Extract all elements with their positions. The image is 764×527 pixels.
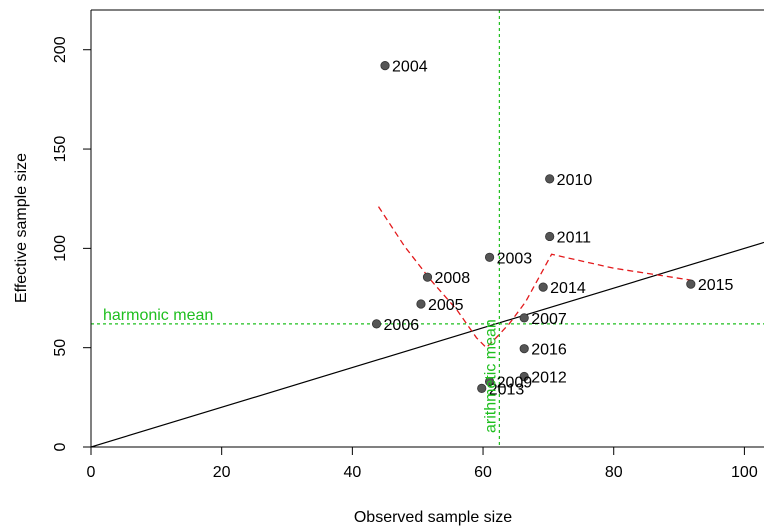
x-tick-label: 40: [343, 464, 361, 481]
data-point-2003: [484, 252, 495, 262]
data-point-2008: [422, 272, 433, 282]
x-tick-label: 80: [605, 464, 623, 481]
point-label-2009: 2009: [497, 374, 533, 391]
point-label-2012: 2012: [531, 369, 567, 386]
data-point-2012: [519, 371, 529, 382]
y-tick-label: 0: [52, 442, 69, 451]
point-label-2016: 2016: [531, 342, 567, 359]
point-label-2014: 2014: [550, 280, 586, 297]
point-label-2010: 2010: [557, 172, 593, 189]
point-label-2015: 2015: [698, 277, 734, 294]
data-point-2015: [686, 279, 696, 289]
data-point-2009: [484, 376, 495, 387]
data-point-2013: [477, 383, 487, 394]
data-point-2005: [416, 299, 426, 309]
point-labels: 2004 2010 2011 2003 2008 2014 2015 2005 2007 2006…: [103, 59, 734, 433]
harmonic-mean-label: harmonic mean: [103, 307, 213, 324]
x-axis-ticks: 0 20 40 60 80 100: [87, 447, 758, 481]
y-tick-label: 150: [52, 136, 69, 163]
data-point-2004: [380, 61, 390, 71]
x-tick-label: 60: [474, 464, 492, 481]
x-tick-label: 100: [731, 464, 758, 481]
y-tick-label: 50: [52, 339, 69, 357]
y-tick-label: 100: [52, 235, 69, 262]
y-tick-label: 200: [52, 36, 69, 63]
point-label-2004: 2004: [392, 59, 428, 76]
data-point-2007: [519, 313, 529, 323]
x-axis-label: Observed sample size: [354, 509, 512, 526]
data-point-2010: [545, 174, 555, 184]
data-point-2011: [545, 231, 555, 242]
point-label-2007: 2007: [531, 311, 567, 328]
point-label-2013: 2013: [489, 381, 525, 398]
y-axis-label: Effective sample size: [13, 153, 30, 303]
data-point-2016: [519, 344, 529, 354]
point-label-2011: 2011: [557, 229, 592, 246]
data-point-2014: [538, 282, 548, 292]
x-tick-label: 20: [213, 464, 231, 481]
y-axis-ticks: 0 50 100 150 200: [52, 36, 91, 451]
point-label-2006: 2006: [384, 317, 420, 334]
x-tick-label: 0: [87, 464, 96, 481]
arithmetic-mean-label: arithmetic mean: [482, 319, 499, 433]
point-label-2008: 2008: [435, 270, 471, 287]
plot-area: [91, 10, 764, 447]
identity-line: [91, 241, 764, 447]
point-label-2003: 2003: [497, 250, 533, 267]
data-point-2006: [371, 319, 382, 329]
point-label-2005: 2005: [428, 297, 464, 314]
